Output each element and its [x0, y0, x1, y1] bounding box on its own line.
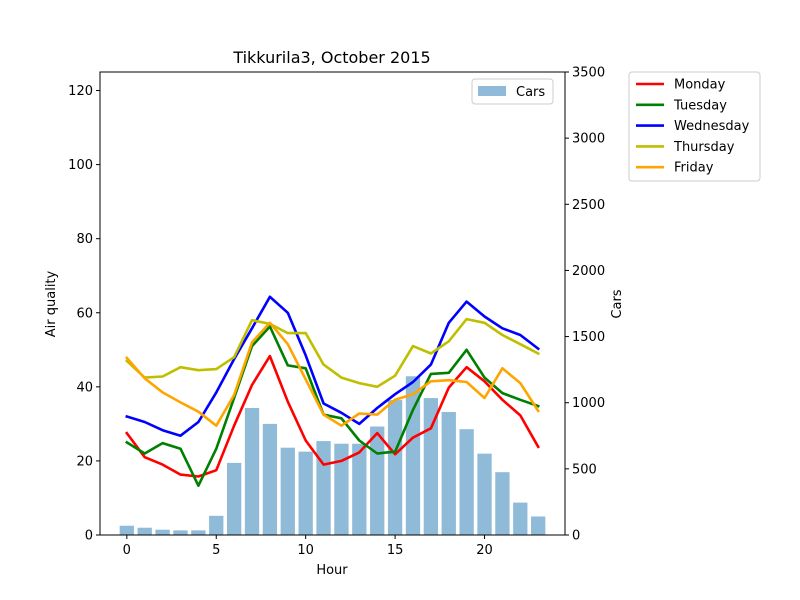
x-tick-label: 0	[123, 543, 131, 558]
legend-label-thursday: Thursday	[673, 140, 735, 155]
bar-hour-12	[334, 443, 349, 535]
x-tick-label: 10	[297, 543, 314, 558]
bar-hour-2	[155, 529, 170, 535]
left-axis-ticks: 0 20 40 60 80 100 120	[68, 84, 100, 544]
left-tick-label: 20	[76, 454, 93, 469]
right-tick-label: 1000	[572, 396, 605, 411]
bar-hour-8	[262, 423, 278, 535]
left-tick-label: 100	[68, 158, 93, 173]
days-legend-entries: Monday Tuesday Wednesday Thursday Friday	[636, 78, 750, 176]
bar-hour-10	[298, 451, 313, 535]
line-monday	[124, 354, 540, 478]
bar-hour-13	[352, 443, 367, 535]
legend-label-wednesday: Wednesday	[674, 119, 750, 134]
cars-legend-label: Cars	[516, 85, 545, 100]
chart-title: Tikkurila3, October 2015	[232, 48, 430, 67]
legend-label-monday: Monday	[674, 78, 726, 93]
bar-hour-19	[459, 429, 474, 535]
right-tick-label: 2500	[572, 198, 605, 213]
x-axis-label: Hour	[316, 563, 348, 578]
bar-hour-17	[423, 398, 439, 535]
right-tick-label: 500	[572, 462, 597, 477]
left-tick-label: 0	[85, 529, 93, 544]
right-tick-label: 3500	[572, 66, 605, 81]
bar-hour-1	[137, 527, 152, 535]
bar-hour-18	[441, 411, 456, 535]
plot-frame	[99, 71, 566, 536]
days-legend-box	[628, 71, 761, 182]
lines-layer	[124, 295, 541, 488]
bar-hour-23	[531, 516, 546, 535]
x-axis-ticks: 0 5 10 15 20	[123, 535, 493, 558]
line-wednesday	[125, 295, 541, 438]
left-tick-label: 40	[76, 380, 93, 395]
cars-legend-box	[471, 78, 554, 105]
x-tick-label: 15	[387, 543, 404, 558]
x-tick-label: 20	[476, 543, 493, 558]
left-axis-label: Air quality	[44, 270, 59, 337]
bar-hour-5	[209, 515, 224, 535]
bar-hour-20	[477, 453, 492, 535]
bar-hour-0	[119, 525, 134, 535]
x-tick-label: 5	[212, 543, 220, 558]
line-thursday	[124, 317, 540, 389]
cars-legend-swatch	[478, 86, 506, 96]
bar-hour-14	[370, 426, 385, 535]
bar-hour-7	[244, 408, 260, 535]
right-tick-label: 1500	[572, 330, 605, 345]
right-tick-label: 0	[572, 529, 580, 544]
line-tuesday	[125, 325, 540, 488]
bar-hour-15	[387, 400, 403, 535]
days-legend: Monday Tuesday Wednesday Thursday Friday	[628, 71, 761, 182]
left-tick-label: 120	[68, 84, 93, 99]
bar-hour-11	[316, 441, 331, 535]
right-axis-label: Cars	[610, 289, 625, 318]
bar-hour-3	[173, 530, 188, 535]
bar-hour-9	[280, 447, 295, 535]
left-tick-label: 80	[76, 232, 93, 247]
right-tick-label: 2000	[572, 264, 605, 279]
legend-label-friday: Friday	[674, 161, 714, 176]
bar-hour-4	[191, 530, 206, 535]
bar-hour-22	[513, 502, 528, 535]
bar-hour-21	[495, 472, 510, 535]
bar-hour-6	[226, 462, 242, 535]
legend-label-tuesday: Tuesday	[673, 98, 727, 113]
cars-legend: Cars	[471, 78, 554, 105]
right-axis-ticks: 0 500 1000 1500 2000 2500 3000 3500	[565, 66, 605, 544]
line-friday	[124, 321, 540, 428]
right-tick-label: 3000	[572, 132, 605, 147]
left-tick-label: 60	[76, 306, 93, 321]
